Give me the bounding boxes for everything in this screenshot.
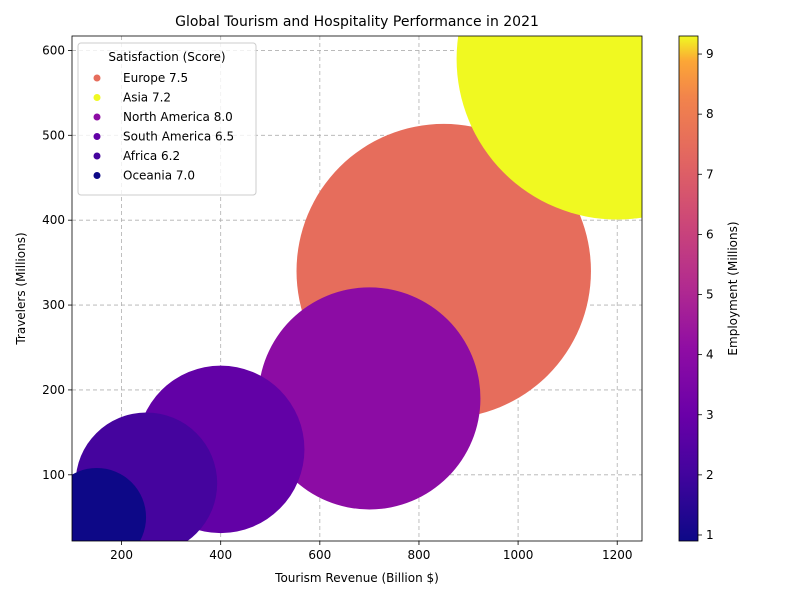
colorbar-ticks: 1 2 3 4 5 6 7 8 9 xyxy=(698,47,714,542)
x-tick-label: 600 xyxy=(308,548,331,562)
colorbar-tick-label: 7 xyxy=(706,167,714,181)
legend-marker xyxy=(93,172,101,179)
legend-items: Europe 7.5 Asia 7.2 North America 8.0 South… xyxy=(93,71,234,183)
x-tick-label: 400 xyxy=(209,548,232,562)
legend-entry: Africa 6.2 xyxy=(123,149,180,163)
colorbar-tick-label: 1 xyxy=(706,528,714,542)
legend-entry: Oceania 7.0 xyxy=(123,169,195,183)
y-axis-ticks: 100 200 300 400 500 600 xyxy=(42,43,72,482)
colorbar-tick-label: 3 xyxy=(706,408,714,422)
chart-title: Global Tourism and Hospitality Performan… xyxy=(175,14,539,30)
y-axis-label: Travelers (Millions) xyxy=(14,232,28,345)
legend-marker xyxy=(93,94,101,101)
x-axis-label: Tourism Revenue (Billion $) xyxy=(274,571,439,585)
legend-frame xyxy=(77,42,257,196)
legend-entry: Asia 7.2 xyxy=(123,91,171,105)
legend-marker xyxy=(93,74,101,82)
legend-marker xyxy=(93,152,101,160)
x-tick-label: 1200 xyxy=(602,548,633,562)
colorbar: 1 2 3 4 5 6 7 8 9 Employment (Millions) xyxy=(678,35,740,542)
colorbar-label: Employment (Millions) xyxy=(726,221,740,355)
y-tick-label: 200 xyxy=(42,383,65,397)
bubble-asia xyxy=(456,36,642,220)
legend-title: Satisfaction (Score) xyxy=(108,50,225,64)
y-tick-label: 500 xyxy=(42,128,65,142)
colorbar-tick-label: 6 xyxy=(706,227,714,241)
bubble-oceania xyxy=(72,467,147,541)
colorbar-tick-label: 9 xyxy=(706,47,714,61)
plot-frame xyxy=(71,35,643,542)
colorbar-tick-label: 2 xyxy=(706,468,714,482)
legend-marker xyxy=(93,133,101,140)
colorbar-tick-label: 8 xyxy=(706,107,714,121)
y-tick-label: 100 xyxy=(42,468,65,482)
y-tick-label: 600 xyxy=(42,43,65,57)
y-tick-label: 400 xyxy=(42,213,65,227)
bubbles xyxy=(72,36,642,541)
bubble-north-america xyxy=(258,287,481,510)
x-tick-label: 200 xyxy=(110,548,133,562)
legend-entry: Europe 7.5 xyxy=(123,71,188,85)
legend: Satisfaction (Score) Europe 7.5 Asia 7.2 N… xyxy=(77,42,257,196)
legend-entry: North America 8.0 xyxy=(123,110,233,124)
x-tick-label: 800 xyxy=(408,548,431,562)
y-tick-label: 300 xyxy=(42,298,65,312)
x-tick-label: 1000 xyxy=(503,548,534,562)
legend-marker xyxy=(93,113,101,121)
colorbar-tick-label: 4 xyxy=(706,348,714,362)
legend-entry: South America 6.5 xyxy=(123,130,234,144)
colorbar-gradient xyxy=(678,35,699,542)
colorbar-tick-label: 5 xyxy=(706,288,714,302)
x-axis-ticks: 200 400 600 800 1000 1200 xyxy=(110,541,632,562)
